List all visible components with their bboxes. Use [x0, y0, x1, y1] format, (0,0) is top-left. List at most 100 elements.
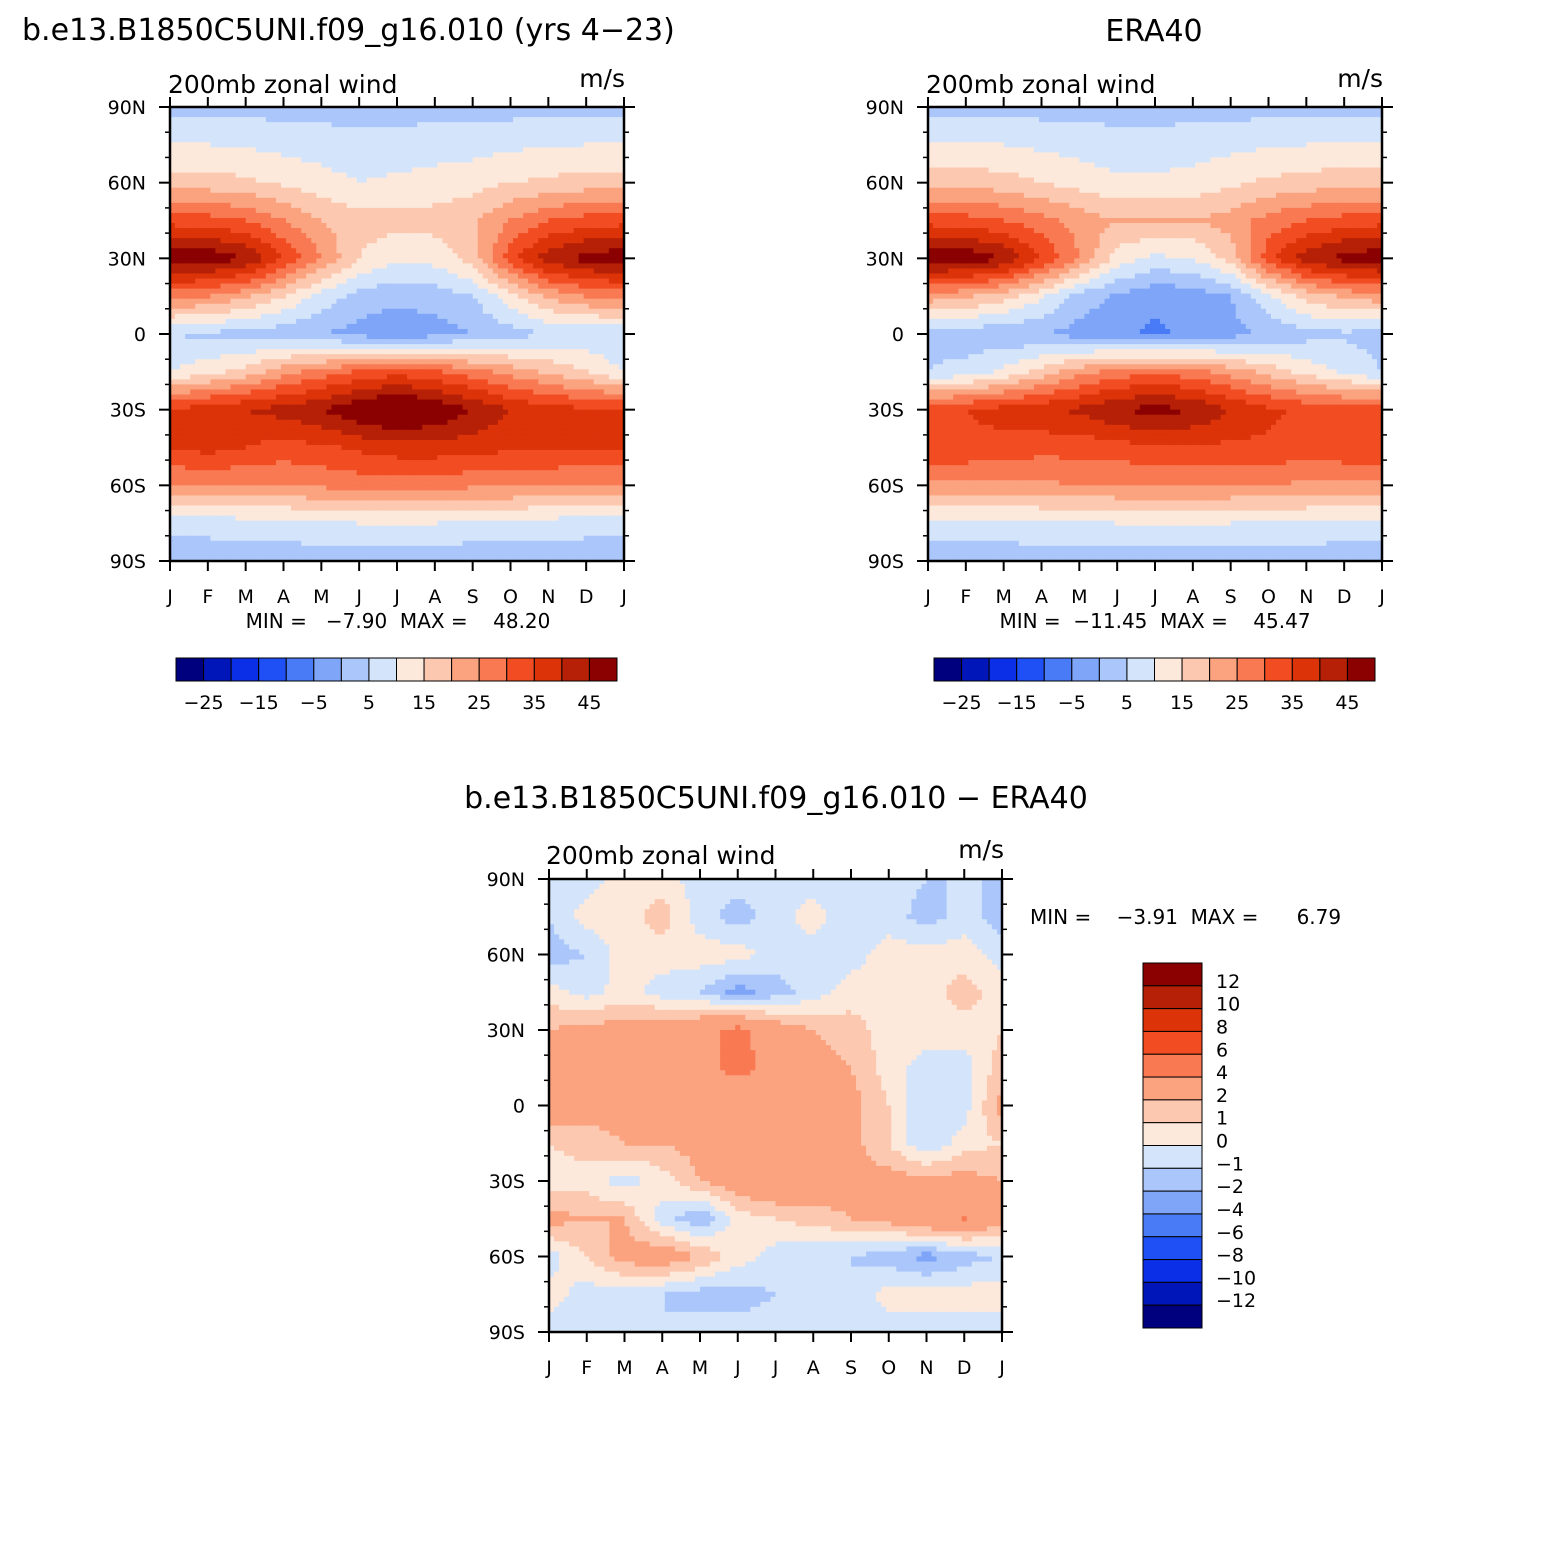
- field-cell: [518, 238, 524, 244]
- field-cell: [599, 304, 605, 310]
- field-cell: [574, 314, 580, 320]
- field-cell: [473, 268, 479, 274]
- field-cell: [523, 147, 529, 153]
- field-cell: [518, 213, 524, 219]
- field-cell: [236, 188, 242, 194]
- field-cell: [584, 374, 590, 380]
- field-cell: [493, 268, 499, 274]
- field-cell: [372, 329, 378, 335]
- field-cell: [241, 334, 247, 340]
- field-cell: [215, 354, 221, 360]
- field-cell: [357, 218, 363, 224]
- field-cell: [523, 142, 529, 148]
- field-cell: [200, 168, 206, 174]
- field-cell: [397, 289, 403, 295]
- field-cell: [407, 314, 413, 320]
- field-cell: [326, 369, 332, 375]
- field-cell: [236, 258, 242, 264]
- field-cell: [553, 279, 559, 285]
- field-cell: [382, 157, 388, 163]
- field-cell: [316, 319, 322, 325]
- field-cell: [458, 299, 464, 305]
- field-cell: [599, 319, 605, 325]
- field-cell: [412, 198, 418, 204]
- field-cell: [231, 304, 237, 310]
- field-cell: [437, 263, 443, 269]
- field-cell: [508, 253, 514, 259]
- field-cell: [185, 379, 191, 385]
- field-cell: [220, 258, 226, 264]
- field-cell: [458, 359, 464, 365]
- field-cell: [236, 127, 242, 133]
- field-cell: [367, 238, 373, 244]
- field-cell: [326, 117, 332, 123]
- field-cell: [200, 162, 206, 168]
- field-cell: [589, 168, 595, 174]
- field-cell: [276, 364, 282, 370]
- field-cell: [412, 142, 418, 148]
- field-cell: [569, 188, 575, 194]
- field-cell: [185, 369, 191, 375]
- field-cell: [437, 284, 443, 290]
- field-cell: [432, 157, 438, 163]
- field-cell: [246, 319, 252, 325]
- field-cell: [503, 263, 509, 269]
- field-cell: [352, 344, 358, 350]
- field-cell: [336, 339, 342, 345]
- field-cell: [584, 147, 590, 153]
- field-cell: [377, 379, 383, 385]
- field-cell: [231, 384, 237, 390]
- field-cell: [281, 258, 287, 264]
- field-cell: [336, 233, 342, 239]
- field-cell: [331, 162, 337, 168]
- field-cell: [402, 314, 408, 320]
- field-cell: [291, 339, 297, 345]
- field-cell: [473, 193, 479, 199]
- field-cell: [483, 334, 489, 340]
- field-cell: [503, 137, 509, 143]
- field-cell: [231, 183, 237, 189]
- field-cell: [200, 178, 206, 184]
- field-cell: [432, 218, 438, 224]
- field-cell: [200, 127, 206, 133]
- field-cell: [215, 233, 221, 239]
- field-cell: [483, 147, 489, 153]
- field-cell: [417, 253, 423, 259]
- field-cell: [367, 213, 373, 219]
- field-cell: [392, 243, 398, 249]
- field-cell: [599, 344, 605, 350]
- field-cell: [437, 132, 443, 138]
- field-cell: [225, 233, 231, 239]
- field-cell: [387, 354, 393, 360]
- field-cell: [452, 127, 458, 133]
- field-cell: [417, 324, 423, 330]
- field-cell: [397, 173, 403, 179]
- field-cell: [493, 127, 499, 133]
- field-cell: [316, 142, 322, 148]
- field-cell: [225, 344, 231, 350]
- field-cell: [543, 253, 549, 259]
- field-cell: [412, 354, 418, 360]
- field-cell: [377, 137, 383, 143]
- field-cell: [271, 253, 277, 259]
- field-cell: [447, 152, 453, 158]
- field-cell: [513, 329, 519, 335]
- field-cell: [478, 122, 484, 128]
- field-cell: [271, 329, 277, 335]
- field-cell: [402, 137, 408, 143]
- field-cell: [291, 379, 297, 385]
- field-cell: [251, 238, 257, 244]
- field-cell: [357, 374, 363, 380]
- field-cell: [281, 168, 287, 174]
- field-cell: [291, 243, 297, 249]
- field-cell: [563, 152, 569, 158]
- field-cell: [266, 324, 272, 330]
- field-cell: [589, 354, 595, 360]
- field-cell: [533, 162, 539, 168]
- field-cell: [488, 299, 494, 305]
- field-cell: [442, 168, 448, 174]
- field-cell: [372, 314, 378, 320]
- field-cell: [347, 127, 353, 133]
- field-cell: [563, 349, 569, 355]
- field-cell: [220, 198, 226, 204]
